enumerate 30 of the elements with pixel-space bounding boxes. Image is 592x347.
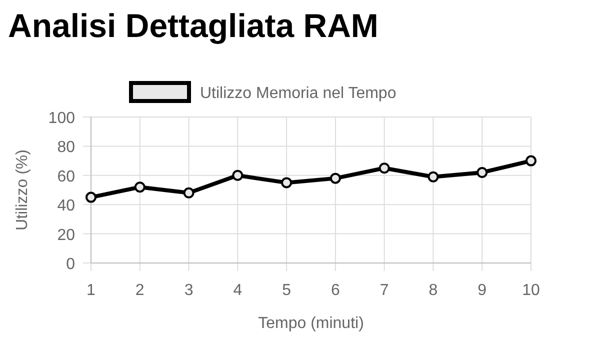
point bbox=[428, 171, 439, 182]
point bbox=[183, 187, 194, 198]
x-tick-label: 10 bbox=[522, 282, 540, 299]
point bbox=[281, 177, 292, 188]
point bbox=[526, 155, 536, 166]
legend-label: Utilizzo Memoria nel Tempo bbox=[200, 85, 396, 102]
x-tick-label: 1 bbox=[86, 282, 96, 299]
x-tick-label: 3 bbox=[184, 282, 194, 299]
point bbox=[476, 166, 488, 178]
x-tick-label: 7 bbox=[380, 282, 389, 299]
point bbox=[330, 172, 341, 184]
y-tick-label: 60 bbox=[57, 168, 76, 186]
x-tick-label: 5 bbox=[282, 282, 292, 299]
x-tick-label: 6 bbox=[330, 282, 340, 299]
x-tick-label: 4 bbox=[233, 282, 242, 299]
y-tick-label: 80 bbox=[57, 139, 76, 156]
point bbox=[378, 162, 390, 174]
point bbox=[232, 170, 244, 181]
y-tick-label: 100 bbox=[48, 110, 76, 127]
x-axis-title: Tempo (minuti) bbox=[258, 315, 364, 332]
x-tick-label: 2 bbox=[135, 282, 144, 299]
chart-title: Analisi Dettagliata RAM bbox=[8, 7, 378, 44]
y-tick-label: 20 bbox=[57, 226, 76, 244]
y-tick-label: 40 bbox=[57, 198, 76, 215]
point bbox=[134, 182, 146, 193]
x-tick-label: 8 bbox=[428, 282, 438, 299]
point bbox=[86, 192, 96, 203]
y-tick-label: 0 bbox=[66, 256, 76, 273]
y-axis-title: Utilizzo (%) bbox=[14, 150, 31, 230]
x-tick-label: 9 bbox=[478, 282, 487, 299]
